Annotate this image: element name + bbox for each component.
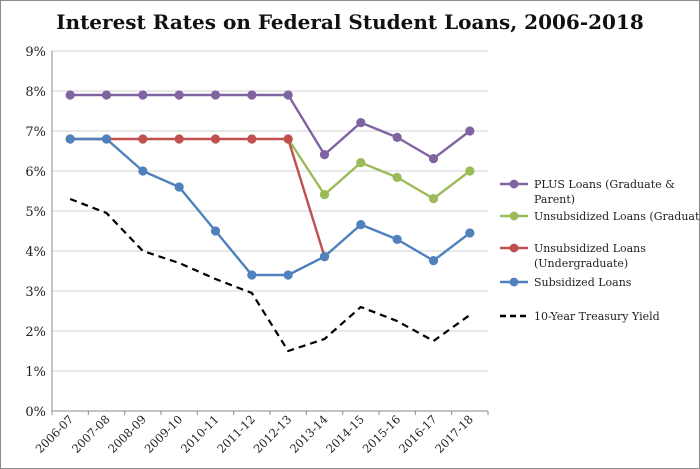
data-point <box>392 132 402 142</box>
series-1 <box>283 134 475 204</box>
series-line <box>70 137 326 257</box>
x-tick-label: 2012-13 <box>251 412 295 456</box>
x-tick-label: 2007-08 <box>69 412 113 456</box>
data-point <box>428 256 439 266</box>
y-tick-label: 1% <box>25 365 46 380</box>
data-point <box>138 166 148 176</box>
data-point <box>392 234 402 244</box>
series-line <box>70 93 471 160</box>
data-point <box>138 90 148 100</box>
y-tick-label: 8% <box>25 85 46 100</box>
data-point <box>465 228 475 238</box>
data-point <box>283 270 293 280</box>
x-tick-label: 2009-10 <box>142 412 186 456</box>
data-point <box>101 134 112 144</box>
y-tick-label: 7% <box>25 125 46 140</box>
data-point <box>392 172 402 182</box>
series-group <box>65 90 475 353</box>
y-tick-label: 4% <box>25 245 46 260</box>
y-tick-label: 6% <box>25 165 46 180</box>
y-tick-label: 2% <box>25 325 46 340</box>
y-tick-label: 9% <box>25 45 46 60</box>
legend: PLUS Loans (Graduate & Parent) Unsubsidize… <box>500 178 700 323</box>
x-tick-label: 2011-12 <box>214 412 258 456</box>
x-tick-label: 2016-17 <box>396 412 440 456</box>
data-point <box>247 270 257 280</box>
legend-item: PLUS Loans (Graduate & Parent) <box>500 178 675 206</box>
data-point <box>210 226 221 236</box>
legend-label: Unsubsidized Loans <box>534 242 646 255</box>
x-tick-label: 2008-09 <box>105 412 149 456</box>
legend-label: Parent) <box>534 193 575 206</box>
legend-label: (Undergraduate) <box>534 257 628 270</box>
legend-swatch-marker <box>509 277 519 287</box>
data-point <box>65 134 75 144</box>
data-point <box>356 158 366 168</box>
series-line <box>69 197 471 353</box>
series-3 <box>65 134 475 280</box>
data-point <box>465 166 475 176</box>
data-point <box>283 134 293 144</box>
data-point <box>247 90 257 100</box>
data-point <box>319 190 330 200</box>
data-point <box>210 90 221 100</box>
data-point <box>465 126 475 136</box>
series-0 <box>65 90 475 164</box>
data-point <box>428 194 439 204</box>
legend-label: 10-Year Treasury Yield <box>534 310 660 323</box>
series-line <box>287 138 471 200</box>
y-axis-ticks: 0% 1% 2% 3% 4% 5% 6% 7% 8% 9% <box>25 45 46 420</box>
data-point <box>65 90 75 100</box>
y-tick-label: 3% <box>25 285 46 300</box>
legend-label: Subsidized Loans <box>534 276 632 289</box>
legend-label: Unsubsidized Loans (Graduate) <box>534 210 700 223</box>
legend-item: Unsubsidized Loans (Undergraduate) <box>500 242 646 270</box>
data-point <box>356 118 366 128</box>
axes <box>51 51 489 415</box>
data-point <box>356 220 366 230</box>
data-point <box>247 134 257 144</box>
chart-title: Interest Rates on Federal Student Loans,… <box>56 10 644 34</box>
x-tick-label: 2010-11 <box>178 412 222 456</box>
data-point <box>210 134 221 144</box>
data-point <box>174 134 184 144</box>
y-tick-label: 0% <box>25 405 46 420</box>
legend-swatch-marker <box>509 211 519 221</box>
data-point <box>319 252 330 262</box>
data-point <box>428 154 439 164</box>
legend-item: 10-Year Treasury Yield <box>500 310 660 323</box>
data-point <box>174 182 184 192</box>
data-point <box>283 90 293 100</box>
data-point <box>174 90 184 100</box>
legend-swatch-marker <box>509 243 519 253</box>
x-tick-label: 2015-16 <box>360 412 404 456</box>
x-axis-ticks: 2006-072007-082008-092009-102010-112011-… <box>33 412 476 456</box>
x-tick-label: 2017-18 <box>432 412 476 456</box>
series-line <box>70 137 471 277</box>
x-tick-label: 2013-14 <box>287 412 331 456</box>
legend-swatch-marker <box>509 179 519 189</box>
legend-label: PLUS Loans (Graduate & <box>534 178 675 191</box>
data-point <box>101 90 112 100</box>
data-point <box>138 134 148 144</box>
legend-item: Unsubsidized Loans (Graduate) <box>500 210 700 223</box>
data-point <box>319 150 330 160</box>
series-4 <box>69 197 471 353</box>
x-tick-label: 2014-15 <box>323 412 367 456</box>
legend-item: Subsidized Loans <box>500 276 632 289</box>
y-tick-label: 5% <box>25 205 46 220</box>
series-2 <box>65 134 330 262</box>
